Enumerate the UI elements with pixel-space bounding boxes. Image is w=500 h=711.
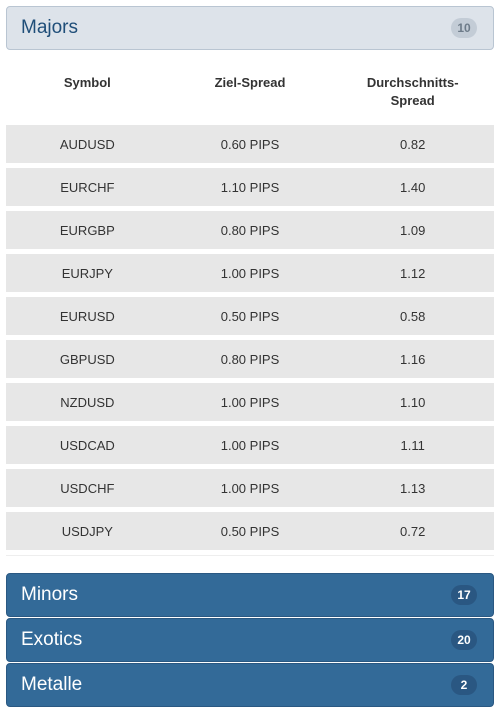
- cell-target-spread: 1.00 PIPS: [220, 265, 280, 281]
- cell-target-spread: 0.50 PIPS: [220, 523, 280, 539]
- cell-average-spread: 0.72: [400, 523, 426, 539]
- cell-average-spread: 1.11: [400, 437, 425, 453]
- table-row: GBPUSD 0.80 PIPS 1.16: [6, 340, 494, 378]
- majors-panel-header[interactable]: Majors 10: [6, 6, 494, 50]
- minors-count-badge: 17: [451, 585, 477, 605]
- cell-target-spread: 1.10 PIPS: [220, 179, 280, 195]
- cell-average-spread: 1.16: [400, 351, 426, 367]
- table-row: EURGBP 0.80 PIPS 1.09: [6, 211, 494, 249]
- table-row: USDCHF 1.00 PIPS 1.13: [6, 469, 494, 507]
- cell-target-spread: 1.00 PIPS: [220, 480, 280, 496]
- table-row: EURJPY 1.00 PIPS 1.12: [6, 254, 494, 292]
- cell-average-spread: 1.40: [400, 179, 426, 195]
- cell-symbol: EURUSD: [59, 308, 115, 324]
- cell-average-spread: 1.13: [400, 480, 426, 496]
- cell-symbol: USDCHF: [60, 480, 115, 496]
- minors-panel-header[interactable]: Minors 17: [6, 573, 494, 617]
- exotics-panel-header[interactable]: Exotics 20: [6, 618, 494, 662]
- cell-target-spread: 1.00 PIPS: [220, 394, 280, 410]
- cell-symbol: EURGBP: [59, 222, 115, 238]
- table-row: AUDUSD 0.60 PIPS 0.82: [6, 125, 494, 163]
- majors-spread-table: Symbol Ziel-Spread Durchschnitts- Spread…: [6, 50, 494, 556]
- metalle-count-badge: 2: [451, 675, 477, 695]
- header-symbol: Symbol: [63, 75, 111, 90]
- cell-symbol: USDJPY: [61, 523, 113, 539]
- table-row: USDJPY 0.50 PIPS 0.72: [6, 512, 494, 550]
- table-header-row: Symbol Ziel-Spread Durchschnitts- Spread: [6, 50, 494, 125]
- metalle-panel-header[interactable]: Metalle 2: [6, 663, 494, 707]
- cell-symbol: GBPUSD: [59, 351, 115, 367]
- cell-target-spread: 0.50 PIPS: [220, 308, 280, 324]
- header-target-spread: Ziel-Spread: [214, 75, 286, 90]
- exotics-title: Exotics: [21, 629, 83, 650]
- table-row: EURCHF 1.10 PIPS 1.40: [6, 168, 494, 206]
- header-average-spread: Durchschnitts- Spread: [366, 75, 459, 108]
- cell-target-spread: 0.60 PIPS: [220, 136, 280, 152]
- exotics-count-badge: 20: [451, 630, 477, 650]
- cell-symbol: USDCAD: [59, 437, 115, 453]
- table-divider: [6, 555, 494, 556]
- table-row: USDCAD 1.00 PIPS 1.11: [6, 426, 494, 464]
- cell-symbol: EURCHF: [60, 179, 115, 195]
- cell-average-spread: 1.09: [400, 222, 426, 238]
- majors-count-badge: 10: [451, 18, 477, 38]
- cell-target-spread: 1.00 PIPS: [220, 437, 280, 453]
- metalle-title: Metalle: [21, 674, 83, 695]
- cell-target-spread: 0.80 PIPS: [220, 351, 280, 367]
- cell-average-spread: 1.12: [400, 265, 426, 281]
- cell-symbol: NZDUSD: [60, 394, 115, 410]
- cell-average-spread: 0.82: [400, 136, 426, 152]
- cell-symbol: AUDUSD: [59, 136, 115, 152]
- minors-title: Minors: [21, 584, 79, 605]
- cell-average-spread: 0.58: [400, 308, 426, 324]
- cell-symbol: EURJPY: [61, 265, 113, 281]
- table-row: NZDUSD 1.00 PIPS 1.10: [6, 383, 494, 421]
- table-row: EURUSD 0.50 PIPS 0.58: [6, 297, 494, 335]
- cell-target-spread: 0.80 PIPS: [220, 222, 280, 238]
- cell-average-spread: 1.10: [400, 394, 426, 410]
- majors-title: Majors: [21, 17, 79, 38]
